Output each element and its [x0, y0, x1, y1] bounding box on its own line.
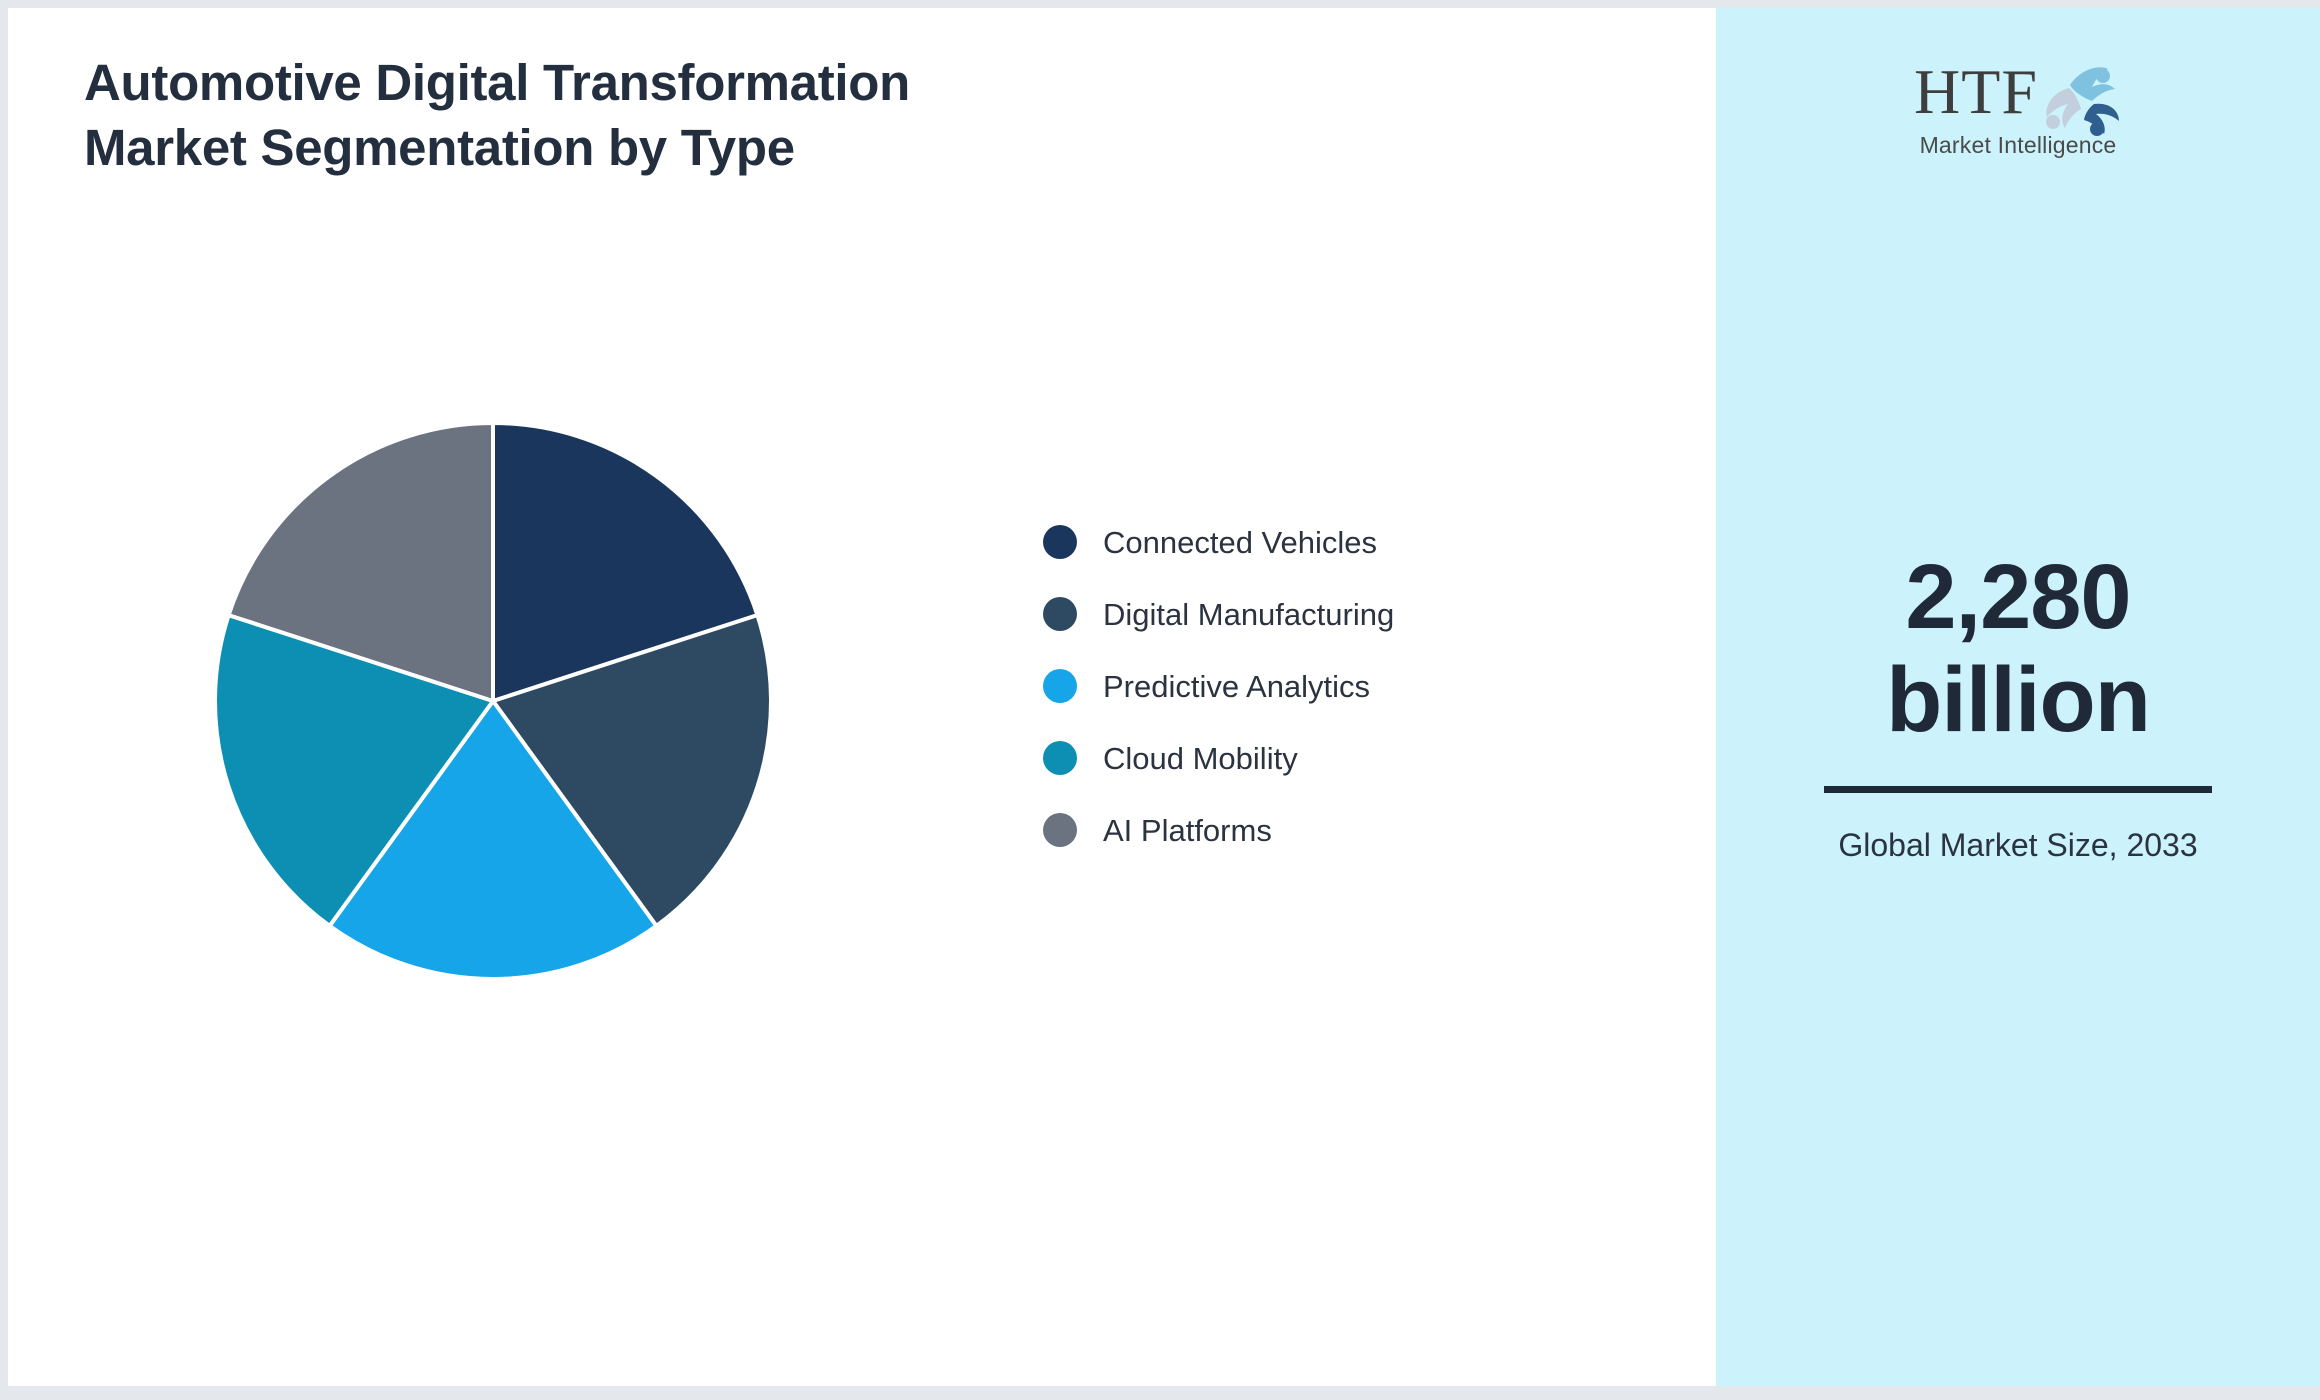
chart-legend: Connected Vehicles Digital Manufacturing P…	[1043, 523, 1394, 849]
stat-sidebar: HTF Market Intelligence 2,280 billio	[1716, 8, 2320, 1386]
pie-slice[interactable]	[226, 421, 495, 703]
legend-item-label: Digital Manufacturing	[1103, 596, 1395, 632]
legend-item-label: Predictive Analytics	[1103, 668, 1371, 704]
infographic-card: Automotive Digital Transformation Market…	[8, 8, 2320, 1386]
legend-item[interactable]: Digital Manufacturing	[1043, 595, 1394, 633]
page-title: Automotive Digital Transformation Market…	[84, 50, 1184, 181]
logo-tagline: Market Intelligence	[1919, 132, 2117, 158]
pie-slice[interactable]	[327, 699, 659, 981]
pie-chart-svg	[213, 421, 773, 981]
legend-item[interactable]: Cloud Mobility	[1043, 739, 1394, 777]
page-title-line-1: Automotive Digital Transformation	[84, 54, 910, 111]
stat-divider	[1824, 786, 2212, 794]
pie-slice[interactable]	[491, 421, 760, 703]
legend-item[interactable]: Connected Vehicles	[1043, 523, 1394, 561]
pie-chart	[208, 416, 778, 986]
legend-item-label: Cloud Mobility	[1103, 740, 1298, 776]
legend-swatch-icon	[1043, 741, 1077, 775]
pie-slice[interactable]	[491, 613, 773, 928]
legend-swatch-icon	[1043, 525, 1077, 559]
pie-slice[interactable]	[213, 613, 495, 928]
chart-panel: Automotive Digital Transformation Market…	[8, 8, 1716, 1386]
stat-block: 2,280 billion Global Market Size, 2033	[1716, 546, 2320, 867]
legend-item-label: AI Platforms	[1103, 812, 1272, 848]
pie-slice-group	[213, 421, 773, 981]
legend-swatch-icon	[1043, 669, 1077, 703]
legend-item[interactable]: Predictive Analytics	[1043, 667, 1394, 705]
stat-caption: Global Market Size, 2033	[1838, 827, 2198, 864]
legend-item[interactable]: AI Platforms	[1043, 811, 1394, 849]
stat-value: 2,280 billion	[1716, 546, 2320, 752]
logo-mark-row: HTF	[1868, 58, 2168, 136]
legend-swatch-icon	[1043, 597, 1077, 631]
logo-triskelion-icon	[2045, 67, 2119, 136]
logo-wordmark: HTF	[1914, 56, 2038, 127]
htf-logo: HTF Market Intelligence	[1868, 58, 2168, 170]
stat-value-line-1: 2,280	[1905, 546, 2131, 648]
stat-value-line-2: billion	[1886, 649, 2151, 752]
page-title-line-2: Market Segmentation by Type	[84, 119, 795, 177]
legend-item-label: Connected Vehicles	[1103, 524, 1378, 560]
legend-swatch-icon	[1043, 813, 1077, 847]
